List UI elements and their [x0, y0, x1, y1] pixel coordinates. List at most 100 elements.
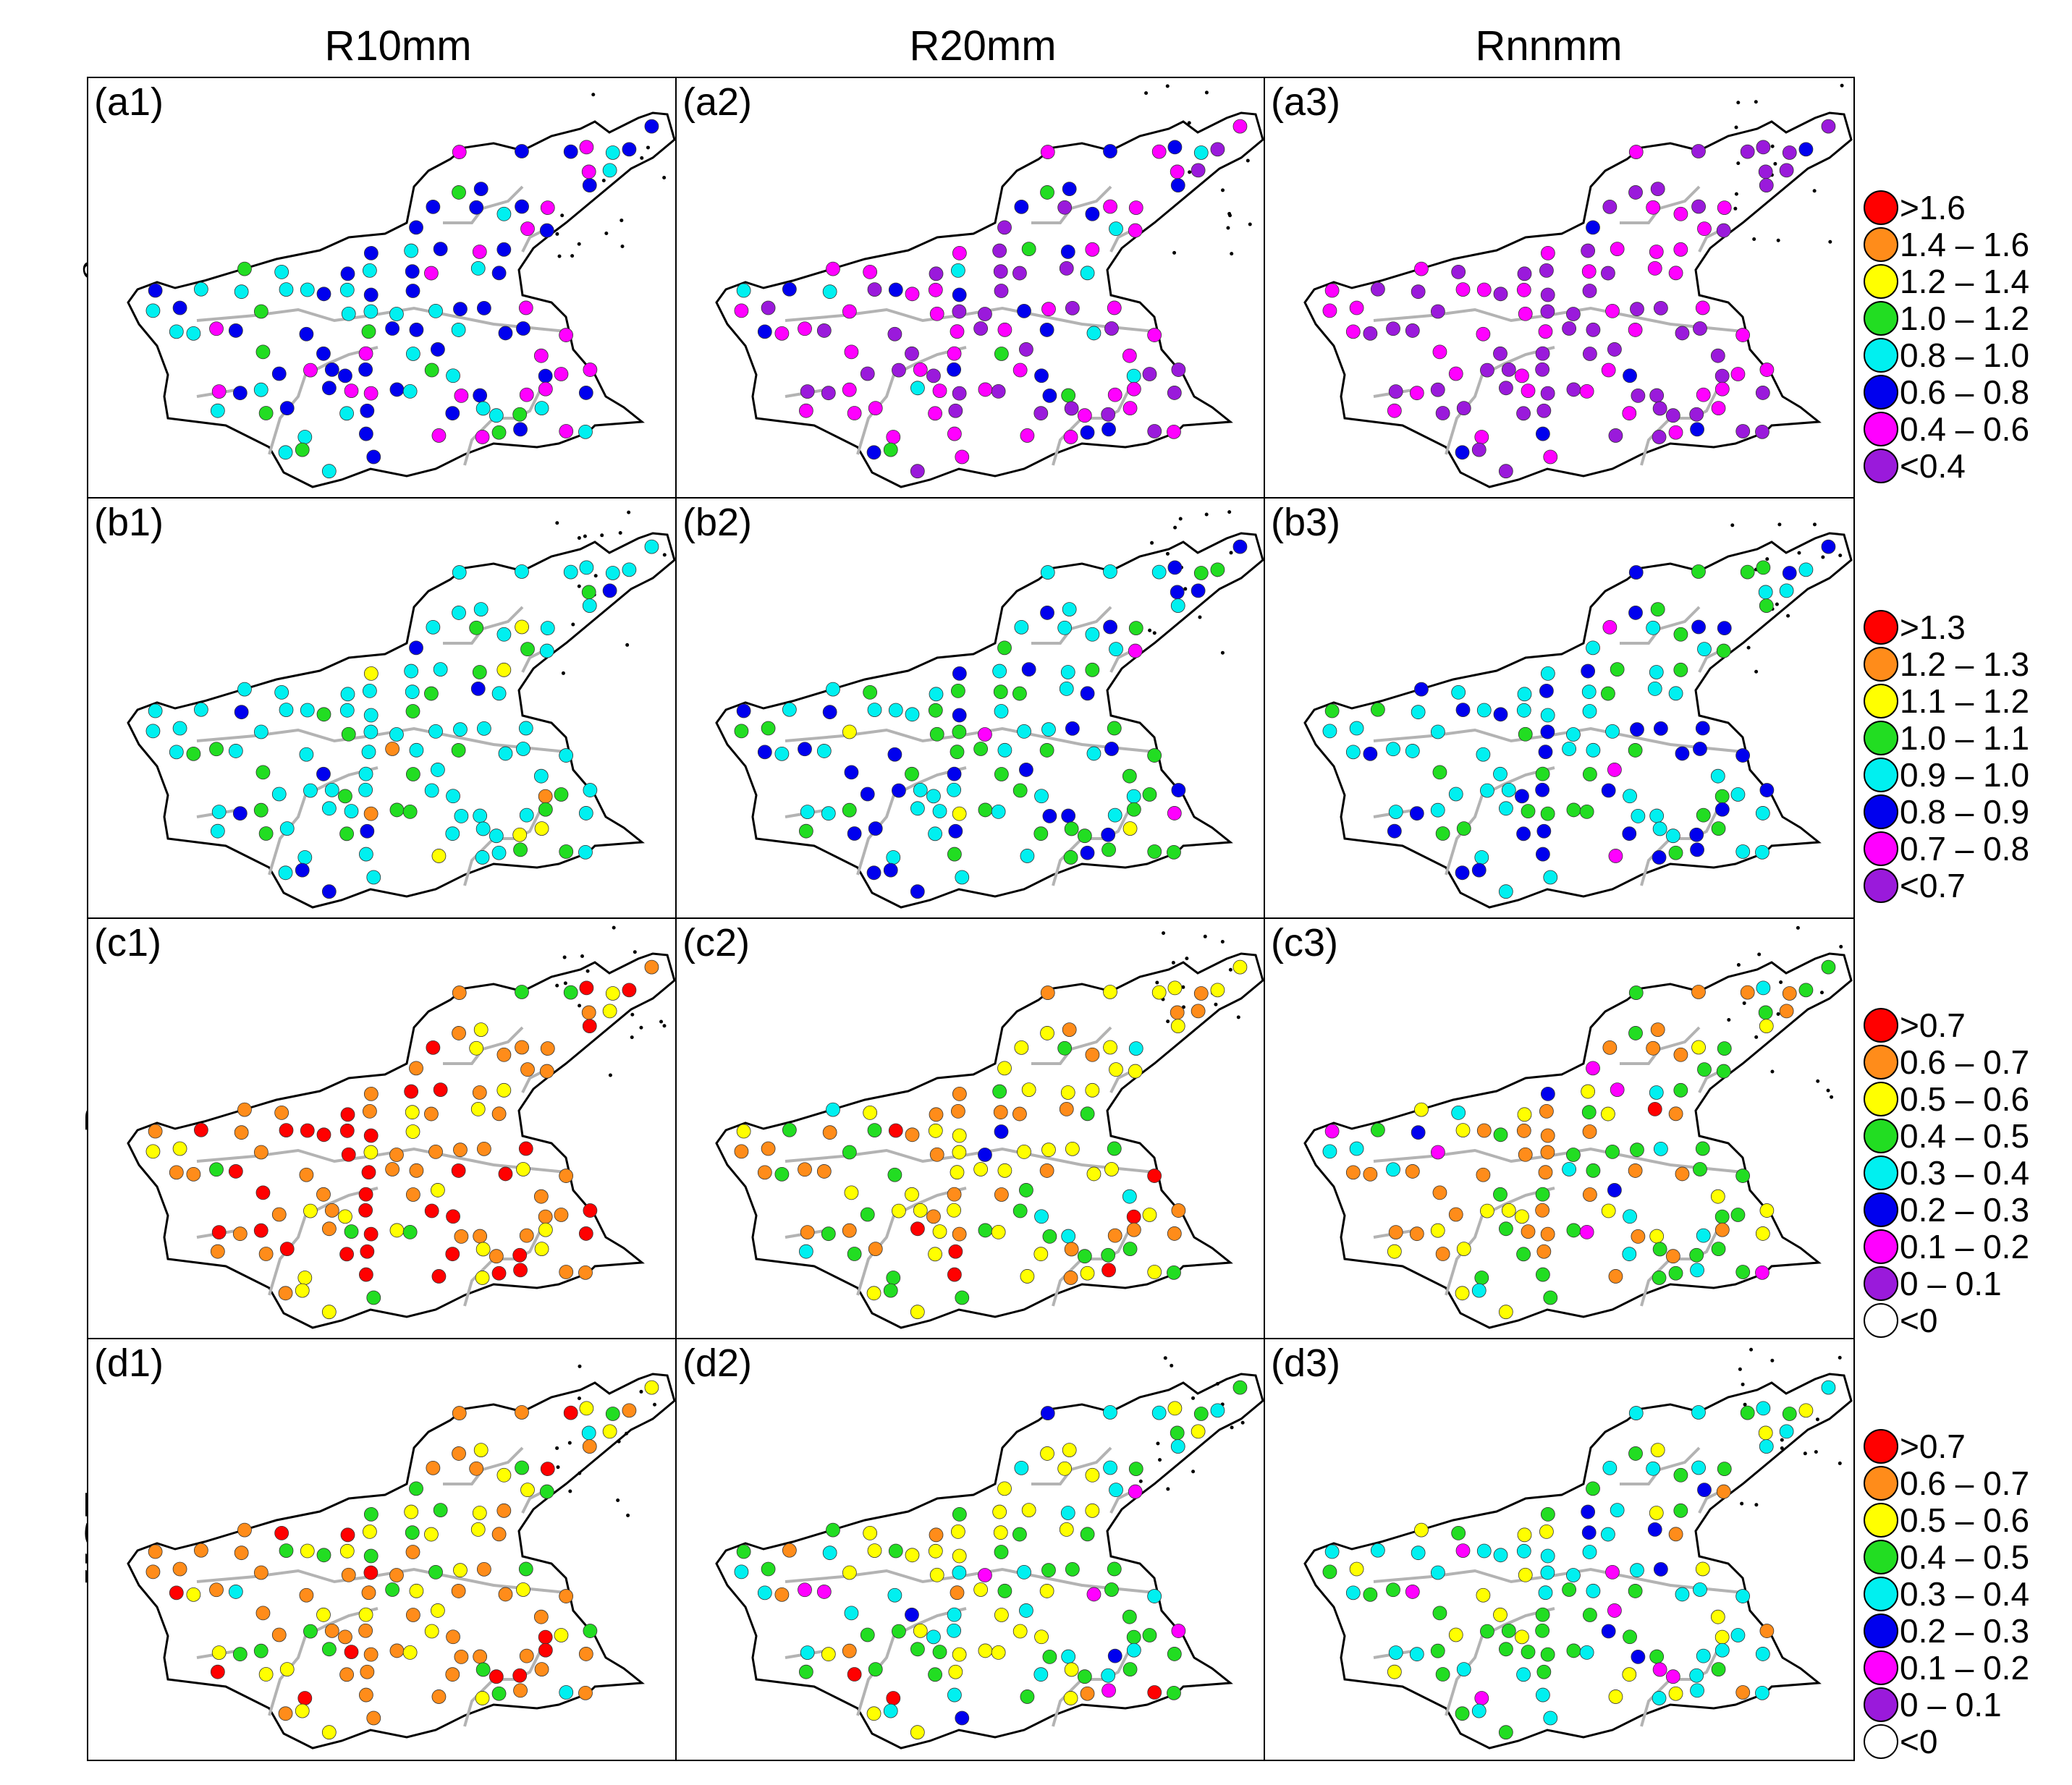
station-point	[1147, 748, 1162, 763]
station-point	[519, 1648, 534, 1663]
station-point	[1536, 1664, 1552, 1679]
island-mark	[1754, 1035, 1759, 1039]
station-point	[338, 789, 352, 804]
station-point	[405, 1187, 420, 1202]
station-point	[1101, 1247, 1116, 1263]
station-point	[826, 261, 840, 276]
station-point	[1191, 163, 1206, 178]
station-point	[1126, 789, 1141, 804]
station-point	[520, 221, 535, 237]
station-point	[321, 1725, 337, 1740]
station-point	[360, 403, 375, 418]
station-point	[366, 870, 381, 885]
station-point	[1516, 1123, 1531, 1138]
station-point	[1142, 1208, 1157, 1222]
station-point	[1432, 1606, 1447, 1621]
station-point	[1147, 1589, 1162, 1603]
station-point	[169, 745, 184, 760]
station-point	[559, 1265, 574, 1279]
station-point	[997, 640, 1012, 656]
river-line	[1052, 1222, 1134, 1307]
river-line	[1640, 802, 1722, 886]
legend-label: >0.7	[1900, 1006, 1966, 1044]
station-point	[1033, 826, 1049, 841]
legend-item: 0.6 – 0.7	[1864, 1043, 2029, 1081]
station-point	[1405, 1164, 1420, 1179]
island-mark	[1838, 1461, 1842, 1465]
station-point	[782, 702, 797, 717]
legend-item: 0.4 – 0.6	[1864, 410, 2029, 448]
station-point	[1167, 560, 1183, 575]
station-point	[1171, 1624, 1186, 1638]
station-point	[978, 1148, 992, 1162]
station-point	[1167, 980, 1183, 996]
station-point	[842, 802, 857, 818]
station-point	[1409, 386, 1424, 401]
station-point	[338, 1209, 352, 1224]
station-point	[1101, 407, 1116, 422]
station-point	[579, 560, 594, 575]
station-point	[1103, 199, 1117, 214]
station-point	[947, 847, 962, 862]
river-line	[1052, 1642, 1134, 1727]
station-point	[340, 266, 355, 281]
map-panel: (d2)	[675, 1338, 1267, 1761]
station-point	[405, 1545, 420, 1559]
station-point	[1126, 1629, 1141, 1645]
station-point	[1689, 1247, 1704, 1263]
station-point	[1386, 1162, 1400, 1177]
station-point	[1480, 362, 1494, 378]
station-point	[798, 403, 813, 418]
station-point	[1080, 1265, 1095, 1281]
station-point	[1167, 1226, 1182, 1241]
station-point	[867, 703, 882, 718]
station-point	[1080, 845, 1095, 860]
station-point	[1167, 140, 1183, 155]
station-point	[1040, 985, 1055, 1000]
station-point	[816, 744, 832, 758]
station-point	[1608, 849, 1623, 863]
station-point	[994, 1545, 1009, 1559]
station-point	[1668, 845, 1683, 860]
station-point	[1435, 1667, 1450, 1682]
station-point	[952, 666, 967, 681]
station-point	[1540, 1145, 1555, 1160]
station-point	[476, 721, 491, 736]
station-point	[1516, 826, 1531, 841]
legend-label: <0	[1900, 1723, 1938, 1760]
station-point	[928, 703, 943, 718]
legend-swatch	[1864, 1008, 1898, 1043]
station-point	[1476, 1543, 1492, 1559]
island-mark	[560, 213, 564, 218]
station-point	[1622, 826, 1637, 841]
island-mark	[620, 219, 624, 223]
legend-swatch	[1864, 647, 1898, 682]
station-point	[489, 408, 504, 423]
island-mark	[1770, 144, 1775, 148]
island-mark	[1727, 1018, 1731, 1022]
station-point	[1062, 1022, 1077, 1038]
station-point	[952, 287, 967, 302]
station-point	[363, 1507, 379, 1522]
island-mark	[1158, 1458, 1162, 1462]
station-point	[563, 1405, 578, 1420]
legend-swatch	[1864, 684, 1898, 718]
station-point	[1012, 686, 1027, 701]
station-point	[237, 261, 252, 276]
station-point	[237, 682, 252, 697]
station-point	[910, 1725, 925, 1740]
station-point	[402, 1224, 418, 1239]
station-point	[883, 862, 898, 878]
station-point	[1646, 620, 1661, 635]
station-point	[321, 464, 337, 479]
island-mark	[1757, 952, 1762, 957]
station-point	[232, 1226, 248, 1242]
legend-label: 1.2 – 1.4	[1900, 263, 2030, 300]
station-point	[1521, 1645, 1536, 1659]
station-point	[389, 1568, 404, 1582]
station-point	[297, 1271, 313, 1285]
station-point	[978, 727, 992, 742]
station-point	[1430, 382, 1445, 397]
station-point	[363, 386, 379, 401]
station-point	[1607, 1603, 1622, 1618]
